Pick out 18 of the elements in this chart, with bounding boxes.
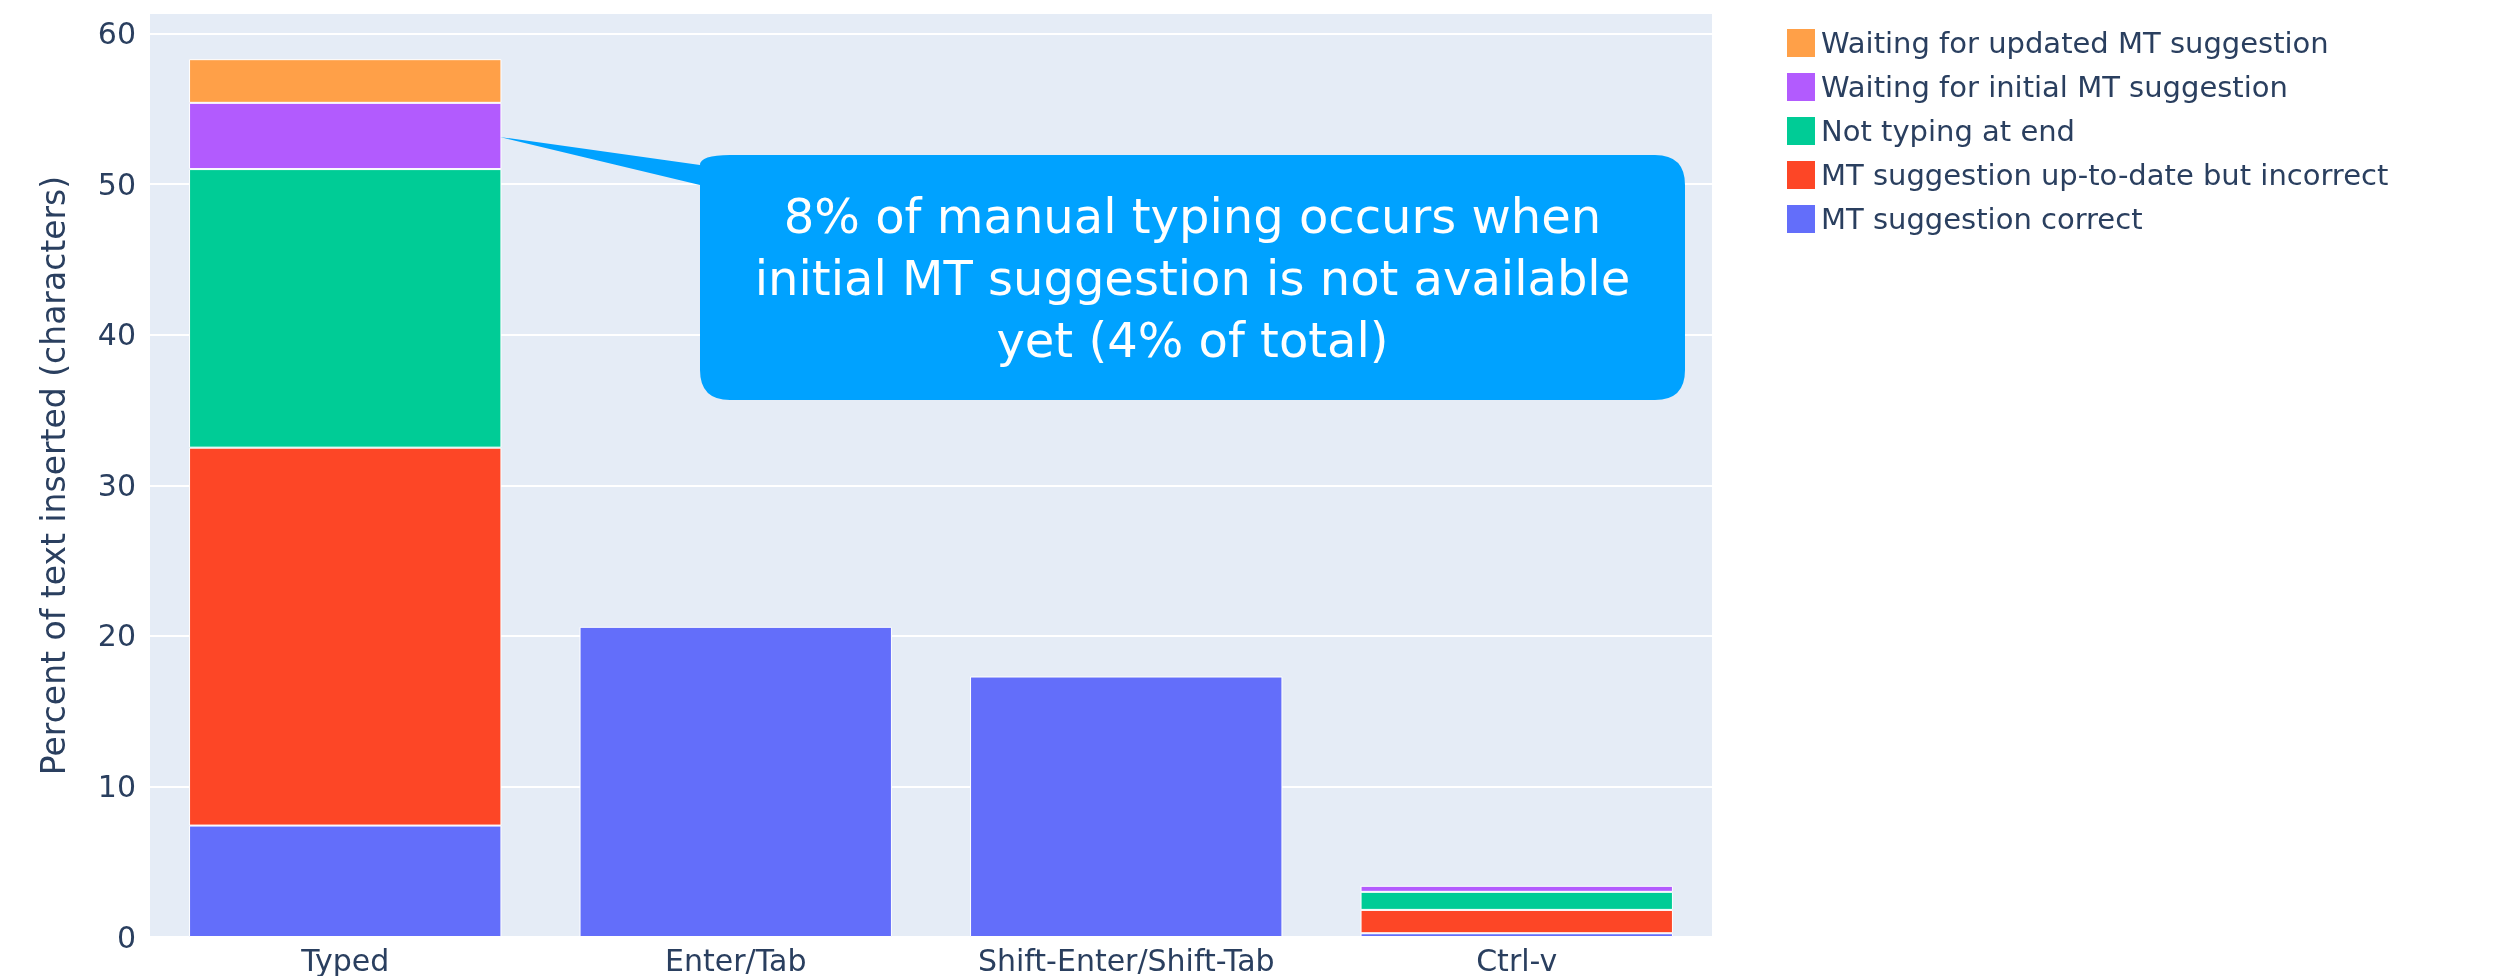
y-tick-label: 10 [97, 768, 136, 804]
y-axis-title: Percent of text inserted (characters) [34, 175, 73, 776]
x-tick-label: Typed [300, 942, 390, 976]
y-tick-label: 40 [97, 317, 136, 353]
y-tick-label: 60 [97, 16, 136, 52]
y-tick-label: 20 [97, 618, 136, 654]
legend-label: MT suggestion correct [1821, 202, 2143, 236]
x-tick-label: Ctrl-v [1476, 942, 1558, 976]
legend-label: MT suggestion up-to-date but incorrect [1821, 158, 2389, 192]
x-tick-label: Enter/Tab [665, 942, 807, 976]
legend-label: Waiting for initial MT suggestion [1821, 70, 2288, 104]
legend-label: Waiting for updated MT suggestion [1821, 26, 2329, 60]
annotation: 8% of manual typing occurs when initial MT suggestion is not available yet (4% of total) [753, 186, 1632, 370]
y-tick-label: 30 [97, 467, 136, 503]
y-tick-label: 50 [97, 166, 136, 202]
y-tick-label: 0 [116, 919, 136, 955]
x-tick-label: Shift-Enter/Shift-Tab [977, 942, 1275, 976]
legend-label: Not typing at end [1821, 114, 2076, 148]
